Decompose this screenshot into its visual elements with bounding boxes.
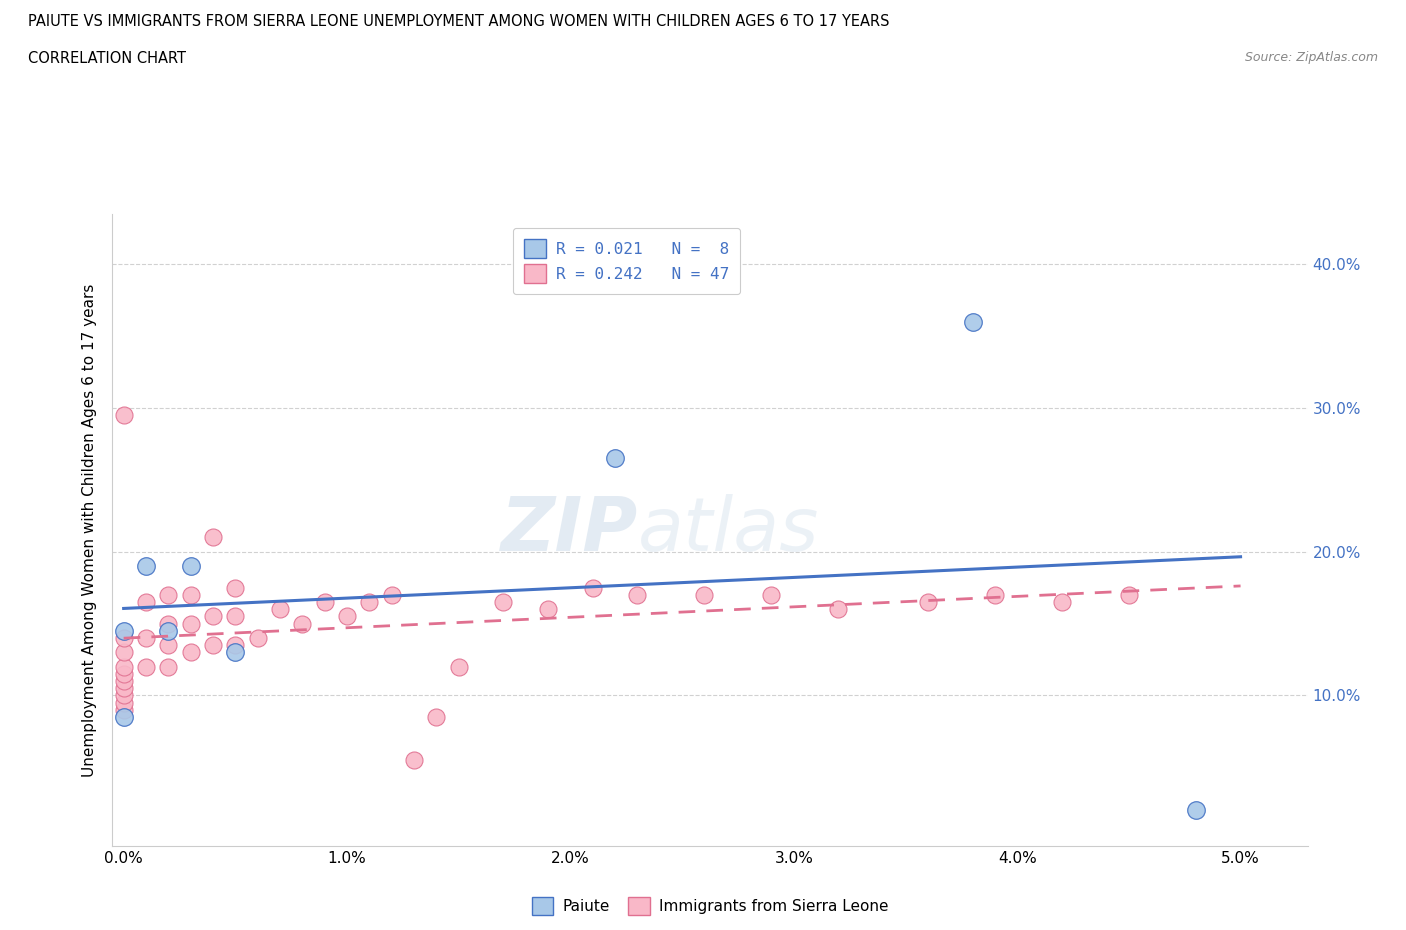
Point xyxy=(402,752,425,767)
Point xyxy=(1185,803,1208,817)
Point xyxy=(112,673,135,688)
Point xyxy=(135,559,157,574)
Point xyxy=(336,609,359,624)
Point xyxy=(269,602,291,617)
Point xyxy=(112,695,135,710)
Point xyxy=(180,559,202,574)
Point xyxy=(827,602,849,617)
Point xyxy=(693,588,716,603)
Point xyxy=(135,594,157,609)
Point xyxy=(626,588,648,603)
Point xyxy=(112,631,135,645)
Point xyxy=(1118,588,1140,603)
Y-axis label: Unemployment Among Women with Children Ages 6 to 17 years: Unemployment Among Women with Children A… xyxy=(82,284,97,777)
Text: ZIP: ZIP xyxy=(501,494,638,566)
Point xyxy=(180,616,202,631)
Point xyxy=(157,659,180,674)
Point xyxy=(112,688,135,703)
Legend: Paiute, Immigrants from Sierra Leone: Paiute, Immigrants from Sierra Leone xyxy=(526,891,894,921)
Text: atlas: atlas xyxy=(638,494,820,566)
Point xyxy=(582,580,605,595)
Text: Source: ZipAtlas.com: Source: ZipAtlas.com xyxy=(1244,51,1378,64)
Text: CORRELATION CHART: CORRELATION CHART xyxy=(28,51,186,66)
Point xyxy=(157,588,180,603)
Point xyxy=(246,631,269,645)
Point xyxy=(201,609,224,624)
Point xyxy=(157,616,180,631)
Point xyxy=(201,530,224,545)
Point xyxy=(224,638,246,653)
Point xyxy=(359,594,381,609)
Point xyxy=(112,644,135,659)
Point xyxy=(761,588,783,603)
Text: PAIUTE VS IMMIGRANTS FROM SIERRA LEONE UNEMPLOYMENT AMONG WOMEN WITH CHILDREN AG: PAIUTE VS IMMIGRANTS FROM SIERRA LEONE U… xyxy=(28,14,890,29)
Point xyxy=(314,594,336,609)
Point xyxy=(917,594,939,609)
Point xyxy=(112,667,135,682)
Point xyxy=(112,702,135,717)
Point xyxy=(157,623,180,638)
Point xyxy=(112,623,135,638)
Point xyxy=(112,407,135,422)
Point xyxy=(1050,594,1073,609)
Point xyxy=(112,659,135,674)
Point xyxy=(224,609,246,624)
Point xyxy=(603,451,626,466)
Point xyxy=(135,631,157,645)
Point xyxy=(180,588,202,603)
Point xyxy=(962,314,984,329)
Point xyxy=(291,616,314,631)
Point xyxy=(112,681,135,696)
Point xyxy=(447,659,470,674)
Point xyxy=(224,580,246,595)
Point xyxy=(984,588,1007,603)
Point xyxy=(112,710,135,724)
Point xyxy=(425,710,447,724)
Point xyxy=(201,638,224,653)
Point xyxy=(157,638,180,653)
Point xyxy=(135,659,157,674)
Point xyxy=(537,602,560,617)
Point xyxy=(180,644,202,659)
Point xyxy=(224,644,246,659)
Point xyxy=(492,594,515,609)
Point xyxy=(381,588,404,603)
